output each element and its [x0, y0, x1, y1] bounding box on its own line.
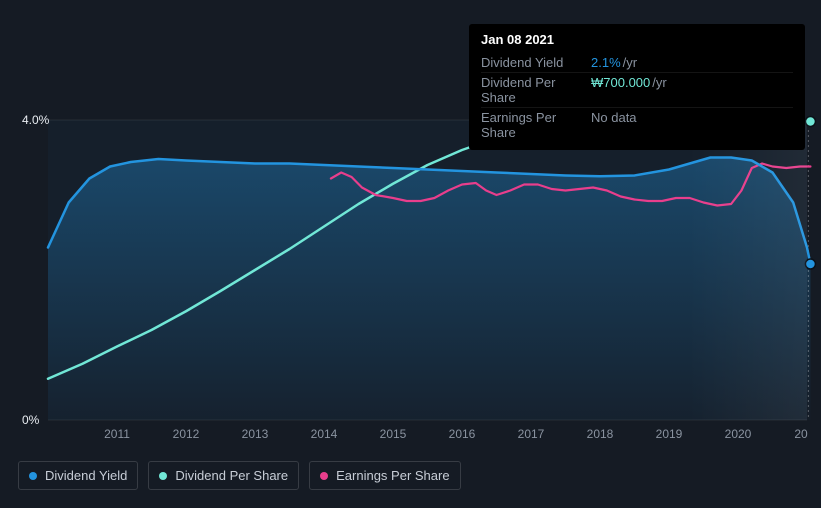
svg-text:2011: 2011 [104, 427, 130, 441]
tooltip-date: Jan 08 2021 [481, 32, 793, 47]
tooltip-unit: /yr [623, 55, 637, 70]
svg-text:2015: 2015 [380, 427, 407, 441]
svg-text:2019: 2019 [656, 427, 683, 441]
tooltip-label: Dividend Per Share [481, 75, 591, 105]
svg-text:20: 20 [794, 427, 808, 441]
tooltip-label: Dividend Yield [481, 55, 591, 70]
svg-text:2014: 2014 [311, 427, 338, 441]
legend-item-earnings-per-share[interactable]: Earnings Per Share [309, 461, 460, 490]
chart-tooltip: Jan 08 2021 Dividend Yield 2.1%/yr Divid… [469, 24, 805, 150]
svg-text:2016: 2016 [449, 427, 476, 441]
tooltip-value: ₩700.000 [591, 75, 650, 90]
legend-dot [159, 472, 167, 480]
tooltip-label: Earnings Per Share [481, 110, 591, 140]
legend-dot [29, 472, 37, 480]
tooltip-unit: /yr [652, 75, 666, 90]
svg-text:2020: 2020 [725, 427, 752, 441]
svg-text:2013: 2013 [242, 427, 269, 441]
legend-label: Dividend Per Share [175, 468, 288, 483]
tooltip-row: Earnings Per Share No data [481, 108, 793, 142]
tooltip-row: Dividend Yield 2.1%/yr [481, 53, 793, 73]
legend-dot [320, 472, 328, 480]
legend: Dividend Yield Dividend Per Share Earnin… [18, 461, 461, 490]
legend-item-dividend-per-share[interactable]: Dividend Per Share [148, 461, 299, 490]
tooltip-row: Dividend Per Share ₩700.000/yr [481, 73, 793, 108]
svg-text:2017: 2017 [518, 427, 545, 441]
legend-item-dividend-yield[interactable]: Dividend Yield [18, 461, 138, 490]
tooltip-value: No data [591, 110, 637, 125]
tooltip-value: 2.1% [591, 55, 621, 70]
svg-text:4.0%: 4.0% [22, 113, 50, 127]
svg-text:2018: 2018 [587, 427, 614, 441]
legend-label: Dividend Yield [45, 468, 127, 483]
legend-label: Earnings Per Share [336, 468, 449, 483]
svg-text:2012: 2012 [173, 427, 200, 441]
svg-text:0%: 0% [22, 413, 40, 427]
